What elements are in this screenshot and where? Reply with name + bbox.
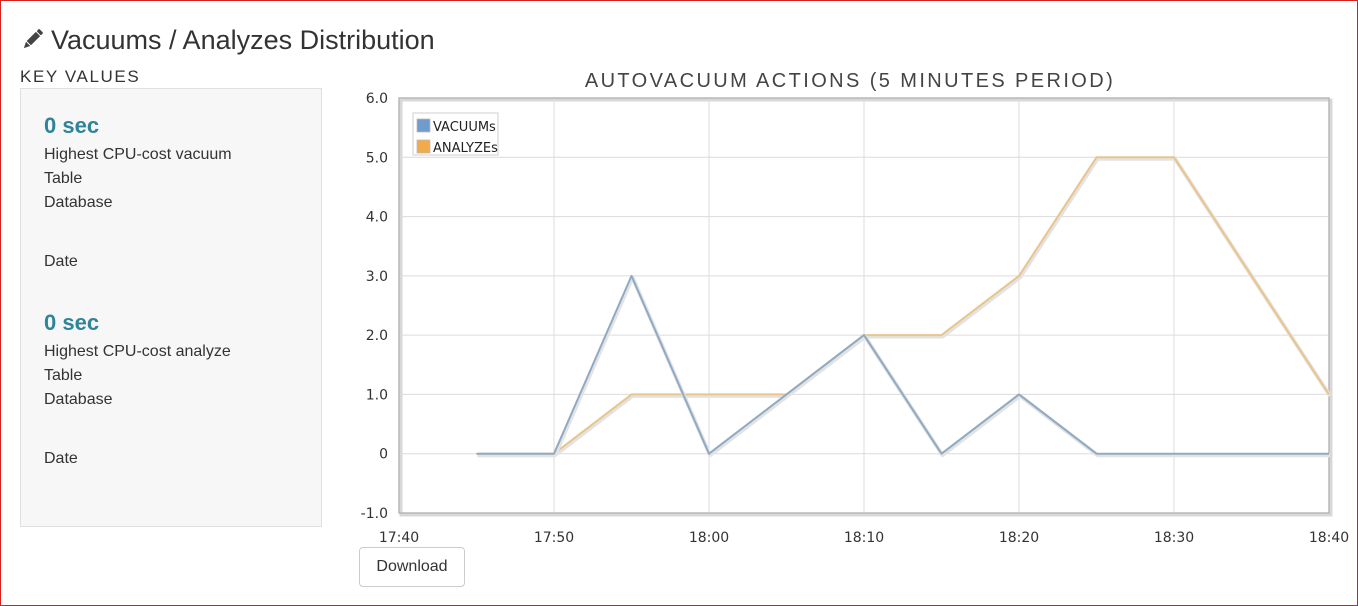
series-shadow <box>477 275 1330 458</box>
chart-title: AUTOVACUUM ACTIONS (5 MINUTES PERIOD) <box>584 70 1116 92</box>
series-shadow <box>477 156 1332 458</box>
y-tick-label: 6.0 <box>366 91 388 107</box>
page-title: Vacuums / Analyzes Distribution <box>20 22 435 58</box>
vacuum-key-value: 0 sec Highest CPU-cost vacuum Table Data… <box>44 113 232 215</box>
x-tick-label: 18:40 <box>1309 530 1349 546</box>
series-line-analyzes <box>476 156 1330 455</box>
key-values-heading: KEY VALUES <box>20 67 141 86</box>
x-tick-label: 17:50 <box>534 530 574 546</box>
x-tick-label: 18:20 <box>999 530 1039 546</box>
x-tick-label: 18:00 <box>689 530 729 546</box>
analyze-database-label: Database <box>44 391 113 408</box>
vacuum-database-label: Database <box>44 194 113 211</box>
legend-swatch <box>416 118 431 133</box>
series-line-vacuums <box>476 274 1329 455</box>
page-title-text: Vacuums / Analyzes Distribution <box>51 24 435 55</box>
download-button[interactable]: Download <box>359 547 465 587</box>
analyze-table-label: Table <box>44 367 83 384</box>
legend-swatch <box>416 139 431 154</box>
plot-shadow <box>399 98 1333 517</box>
y-tick-label: -1.0 <box>361 506 388 522</box>
x-tick-label: 17:40 <box>379 530 419 546</box>
analyze-description: Highest CPU-cost analyze <box>44 343 231 360</box>
key-values-panel: 0 sec Highest CPU-cost vacuum Table Data… <box>20 88 322 527</box>
pencil-icon <box>23 29 43 49</box>
analyze-key-value: 0 sec Highest CPU-cost analyze Table Dat… <box>44 310 231 412</box>
analyze-date-label: Date <box>44 450 78 467</box>
legend-label: VACUUMs <box>433 120 496 135</box>
y-tick-label: 5.0 <box>366 150 388 166</box>
x-tick-label: 18:10 <box>844 530 884 546</box>
y-tick-label: 4.0 <box>366 210 388 226</box>
y-tick-label: 3.0 <box>366 269 388 285</box>
y-tick-label: 1.0 <box>366 387 388 403</box>
legend-label: ANALYZEs <box>433 141 498 156</box>
plot-border <box>398 97 1330 514</box>
x-tick-label: 18:30 <box>1154 530 1194 546</box>
vacuum-date-label: Date <box>44 253 78 270</box>
vacuum-cost-value: 0 sec <box>44 113 100 138</box>
vacuum-table-label: Table <box>44 170 83 187</box>
analyze-cost-value: 0 sec <box>44 310 100 335</box>
y-tick-label: 2.0 <box>366 328 388 344</box>
y-tick-label: 0 <box>379 447 388 463</box>
vacuum-description: Highest CPU-cost vacuum <box>44 146 232 163</box>
